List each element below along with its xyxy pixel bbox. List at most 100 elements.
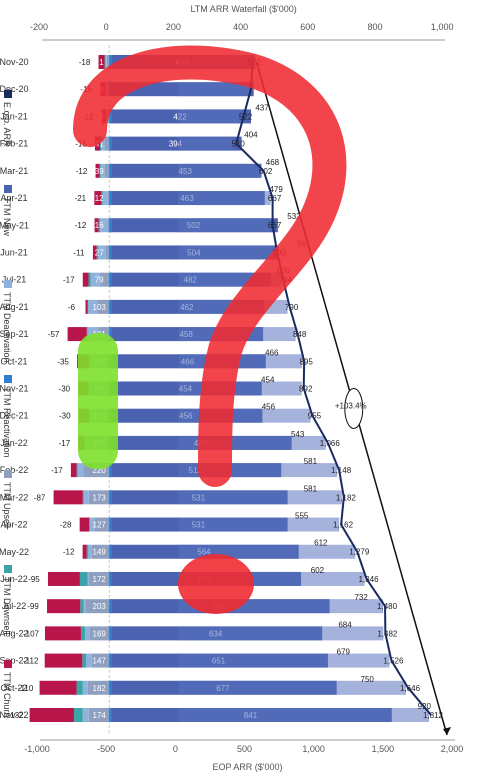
downsell-bar [89,518,90,532]
churn-value-label: -17 [51,466,63,475]
churn-bar [45,626,81,640]
upsell-value-label: 169 [93,629,107,638]
churn-value-label: -110 [18,684,34,693]
prev-value-label: 581 [304,484,318,493]
reactivation-bar [109,599,112,613]
eop-value-label: 667 [268,221,282,230]
churn-value-label: -112 [23,657,39,666]
eop-value-label: 848 [293,330,307,339]
prev-value-label: 612 [314,539,328,548]
prev-value-label: 555 [295,512,309,521]
top-tick-label: 600 [300,22,315,32]
reactivation-bar [109,218,112,232]
legend-swatch [4,280,12,288]
upsell-value-label: 203 [93,602,107,611]
eop-bar [178,518,339,532]
upsell-value-label: 173 [93,493,107,502]
downsell-bar [87,545,89,559]
prev-value-label: 456 [262,403,276,412]
green-highlight-mark [78,333,118,469]
legend-swatch [4,185,12,193]
top-tick-label: 1,000 [431,22,454,32]
question-mark-dot [178,554,254,614]
reactivation-bar [109,164,112,178]
eop-bar [178,409,310,423]
reactivation-bar [109,572,112,586]
deactivation-bar [88,545,91,559]
deactivation-bar [105,55,106,69]
reactivation-bar [109,273,112,287]
reactivation-bar [109,490,112,504]
prev-value-label: 404 [244,131,258,140]
reactivation-bar [109,681,112,695]
reactivation-bar [109,191,112,205]
legend-swatch [4,375,12,383]
upsell-value-label: 172 [93,575,107,584]
legend-swatch [4,660,12,668]
upsell-value-label: 79 [95,276,104,285]
deactivation-bar [86,654,92,668]
prev-value-label: 602 [311,566,325,575]
churn-value-label: -12 [75,221,87,230]
churn-bar [83,545,87,559]
reactivation-bar [109,137,112,151]
churn-bar [80,518,89,532]
eop-value-label: 892 [299,385,313,394]
churn-value-label: -11 [73,248,85,257]
eop-bar [178,109,241,123]
category-label: Nov-20 [0,57,29,67]
eop-bar [178,191,270,205]
downsell-bar [80,599,83,613]
upsell-value-label: 127 [93,521,107,530]
bottom-tick-label: -1,000 [24,744,50,754]
reactivation-bar [109,518,112,532]
prev-value-label: 466 [265,348,279,357]
churn-value-label: -107 [23,629,40,638]
legend-swatch [4,470,12,478]
bottom-tick-label: -500 [97,744,115,754]
deactivation-bar [78,463,84,477]
legend-label: TTM Reactivation [2,387,12,458]
churn-value-label: -87 [34,493,46,502]
eop-bar [178,490,342,504]
churn-value-label: -21 [75,194,87,203]
prev-value-label: 581 [304,457,318,466]
eop-value-label: 790 [285,303,299,312]
prev-value-label: 684 [338,620,352,629]
churn-bar [48,572,80,586]
churn-value-label: -57 [48,330,60,339]
bottom-tick-label: 2,000 [441,744,464,754]
churn-bar [85,300,87,314]
top-tick-label: -200 [30,22,48,32]
reactivation-bar [109,245,112,259]
bottom-tick-label: 500 [237,744,252,754]
prev-value-label: 732 [354,593,368,602]
churn-bar [40,681,77,695]
top-tick-label: 200 [166,22,181,32]
upsell-bar [107,218,109,232]
eop-bar [178,245,275,259]
churn-value-label: -18 [79,58,91,67]
bottom-tick-label: 1,500 [372,744,395,754]
upsell-value-label: 12 [95,194,104,203]
churn-bar [45,654,83,668]
eop-value-label: 1,482 [377,629,398,638]
growth-arrow-head [443,727,451,735]
eop-bar [178,218,270,232]
upsell-value-label: 174 [93,711,107,720]
prev-value-label: 454 [261,376,275,385]
eop-bar [178,164,261,178]
legend-label: TTM New [2,197,12,236]
prev-value-label: 468 [266,158,280,167]
deactivation-bar [83,681,88,695]
legend-label: TTM Deactivation [2,292,12,363]
category-label: May-22 [0,547,29,557]
bottom-axis-title: EOP ARR ($'000) [212,762,282,772]
deactivation-bar [85,626,89,640]
reactivation-bar [109,300,112,314]
churn-bar [83,273,89,287]
eop-value-label: 522 [239,112,253,121]
churn-value-label: -99 [27,602,39,611]
churn-value-label: -17 [63,276,75,285]
churn-value-label: -30 [59,412,71,421]
